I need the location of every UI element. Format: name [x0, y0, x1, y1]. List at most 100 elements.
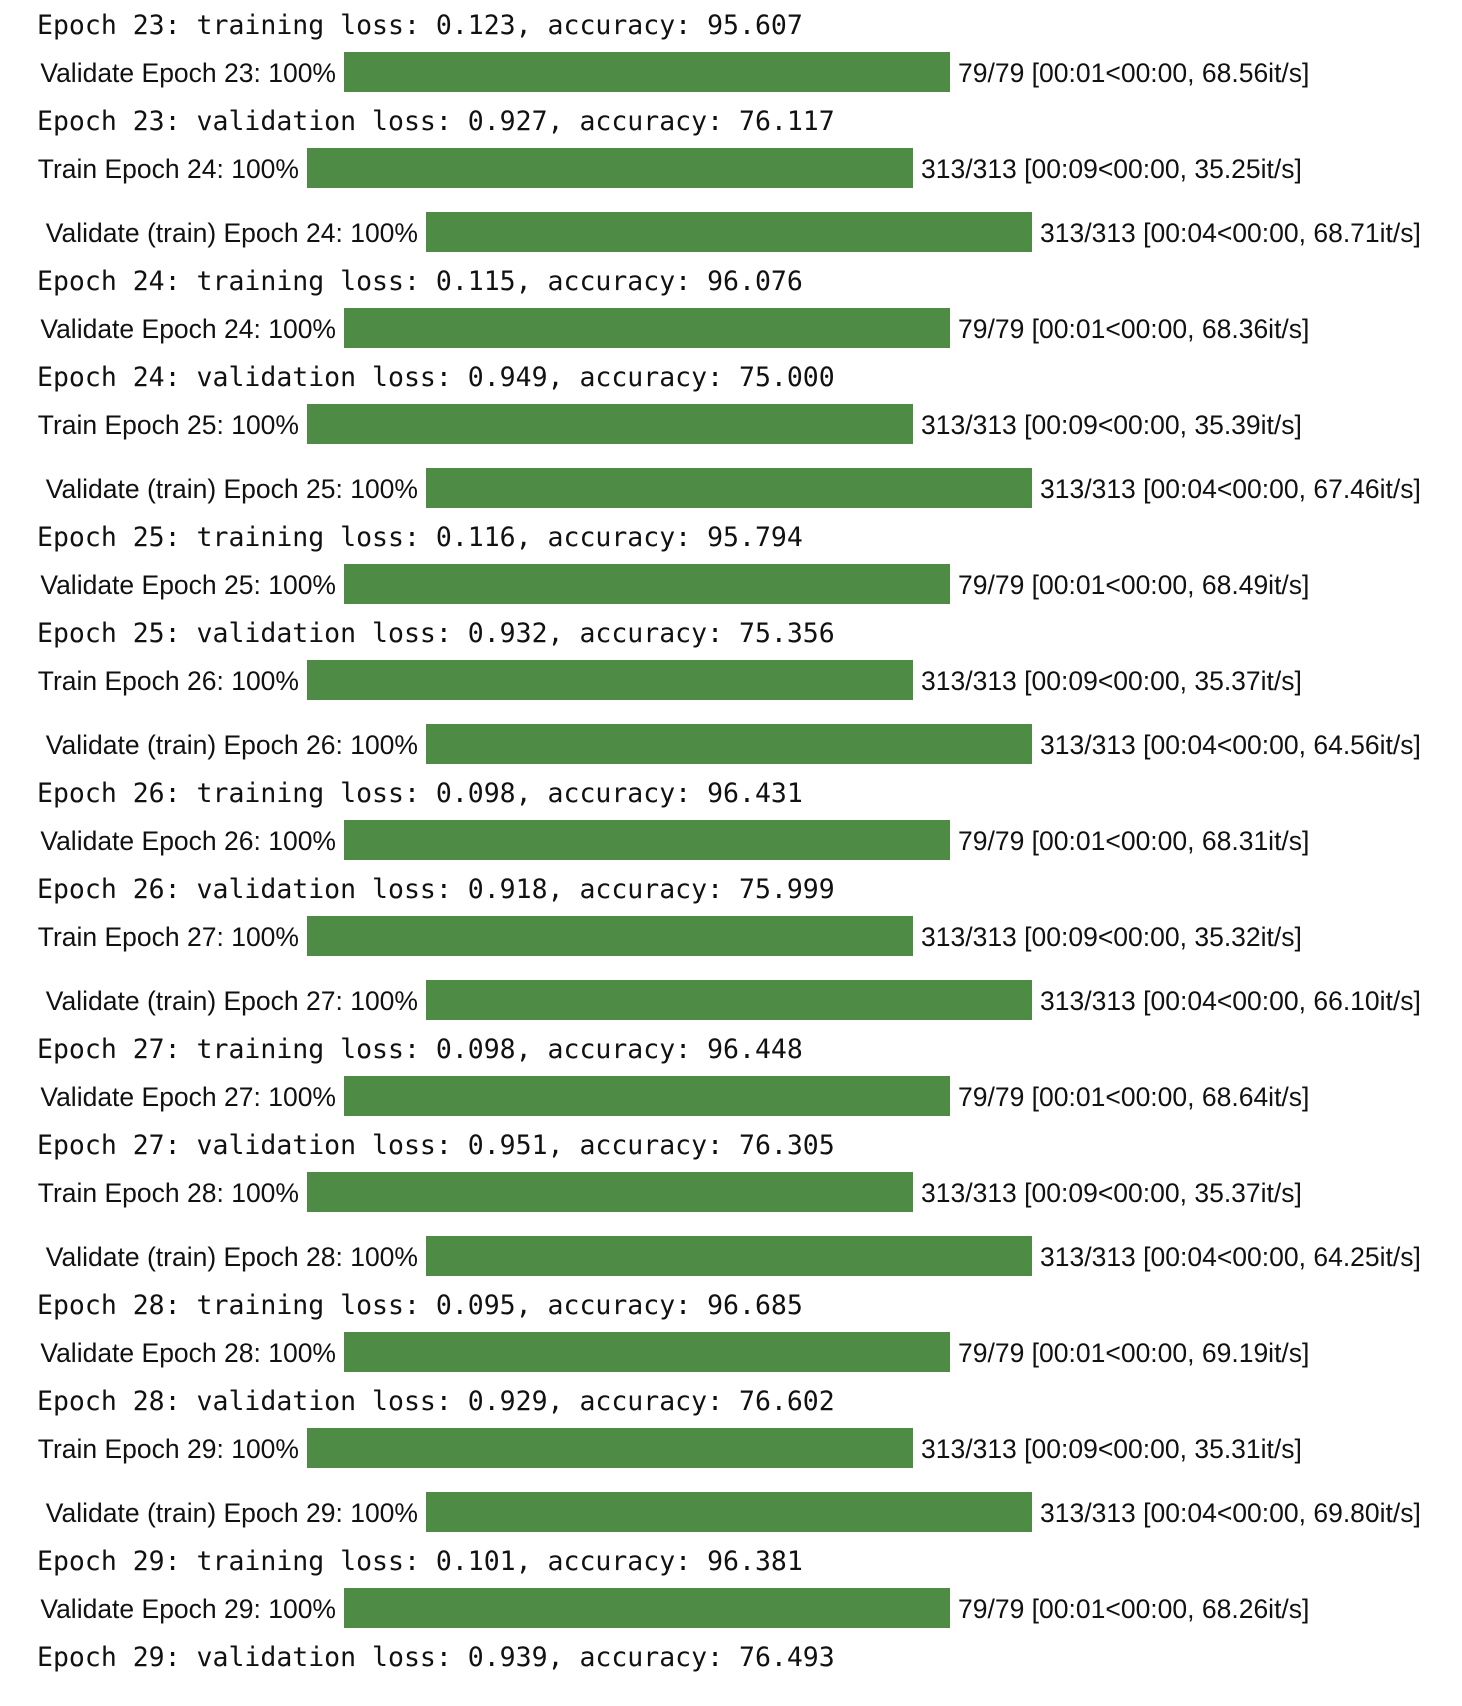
progress-row-val: Validate Epoch 24: 100% 79/79 [00:01<00:0…	[0, 306, 1462, 352]
progress-description: Validate Epoch 25: 100%	[40, 570, 336, 600]
epoch-summary-line: Epoch 23: validation loss: 0.927, accura…	[37, 106, 835, 137]
progress-bar-fill	[307, 660, 913, 700]
progress-bar-fill	[344, 820, 950, 860]
progress-bar	[344, 564, 950, 604]
progress-bar-fill	[344, 1076, 950, 1116]
progress-description: Train Epoch 25: 100%	[37, 410, 299, 440]
progress-description: Train Epoch 26: 100%	[37, 666, 299, 696]
progress-bar-fill	[426, 980, 1032, 1020]
progress-stats: 313/313 [00:04<00:00, 68.71it/s]	[1040, 218, 1421, 248]
progress-row-train: Train Epoch 27: 100% 313/313 [00:09<00:00…	[0, 914, 1462, 960]
epoch-summary-line: Epoch 26: training loss: 0.098, accuracy…	[37, 778, 803, 809]
progress-row-train: Train Epoch 25: 100% 313/313 [00:09<00:00…	[0, 402, 1462, 448]
progress-row-valtrain: Validate (train) Epoch 27: 100% 313/313 […	[0, 978, 1462, 1024]
epoch-summary-line: Epoch 23: training loss: 0.123, accuracy…	[37, 10, 803, 41]
progress-description: Validate Epoch 24: 100%	[40, 314, 336, 344]
progress-stats: 79/79 [00:01<00:00, 69.19it/s]	[958, 1338, 1310, 1368]
progress-stats: 313/313 [00:04<00:00, 69.80it/s]	[1040, 1498, 1421, 1528]
progress-stats: 313/313 [00:09<00:00, 35.32it/s]	[921, 922, 1302, 952]
progress-stats: 313/313 [00:09<00:00, 35.37it/s]	[921, 1178, 1302, 1208]
progress-bar-fill	[344, 1332, 950, 1372]
progress-bar	[426, 468, 1032, 508]
progress-description: Validate (train) Epoch 26: 100%	[45, 730, 418, 760]
progress-description: Validate Epoch 23: 100%	[40, 58, 336, 88]
progress-stats: 313/313 [00:04<00:00, 64.25it/s]	[1040, 1242, 1421, 1272]
progress-bar	[307, 1172, 913, 1212]
progress-bar	[344, 1588, 950, 1628]
progress-bar	[426, 1236, 1032, 1276]
epoch-summary-line: Epoch 27: validation loss: 0.951, accura…	[37, 1130, 835, 1161]
progress-row-val: Validate Epoch 28: 100% 79/79 [00:01<00:0…	[0, 1330, 1462, 1376]
progress-bar-fill	[344, 52, 950, 92]
progress-stats: 313/313 [00:04<00:00, 66.10it/s]	[1040, 986, 1421, 1016]
progress-description: Validate Epoch 26: 100%	[40, 826, 336, 856]
progress-description: Validate (train) Epoch 25: 100%	[45, 474, 418, 504]
progress-bar	[307, 660, 913, 700]
progress-row-valtrain: Validate (train) Epoch 25: 100% 313/313 […	[0, 466, 1462, 512]
progress-bar-fill	[307, 916, 913, 956]
epoch-summary-line: Epoch 28: validation loss: 0.929, accura…	[37, 1386, 835, 1417]
progress-bar-fill	[426, 468, 1032, 508]
progress-bar-fill	[307, 1428, 913, 1468]
progress-bar-fill	[426, 212, 1032, 252]
epoch-summary-line: Epoch 24: validation loss: 0.949, accura…	[37, 362, 835, 393]
progress-stats: 79/79 [00:01<00:00, 68.31it/s]	[958, 826, 1310, 856]
progress-bar-fill	[307, 1172, 913, 1212]
progress-bar	[307, 916, 913, 956]
epoch-summary-line: Epoch 26: validation loss: 0.918, accura…	[37, 874, 835, 905]
progress-stats: 79/79 [00:01<00:00, 68.56it/s]	[958, 58, 1310, 88]
progress-description: Validate (train) Epoch 24: 100%	[45, 218, 418, 248]
epoch-summary-line: Epoch 25: validation loss: 0.932, accura…	[37, 618, 835, 649]
progress-row-valtrain: Validate (train) Epoch 24: 100% 313/313 […	[0, 210, 1462, 256]
progress-stats: 313/313 [00:04<00:00, 67.46it/s]	[1040, 474, 1421, 504]
progress-bar-fill	[426, 724, 1032, 764]
progress-row-val: Validate Epoch 23: 100% 79/79 [00:01<00:0…	[0, 50, 1462, 96]
progress-bar	[307, 1428, 913, 1468]
progress-bar	[426, 724, 1032, 764]
progress-row-valtrain: Validate (train) Epoch 26: 100% 313/313 […	[0, 722, 1462, 768]
epoch-summary-line: Epoch 24: training loss: 0.115, accuracy…	[37, 266, 803, 297]
progress-bar	[344, 1332, 950, 1372]
progress-bar	[344, 1076, 950, 1116]
progress-row-train: Train Epoch 24: 100% 313/313 [00:09<00:00…	[0, 146, 1462, 192]
progress-row-val: Validate Epoch 26: 100% 79/79 [00:01<00:0…	[0, 818, 1462, 864]
progress-stats: 79/79 [00:01<00:00, 68.26it/s]	[958, 1594, 1310, 1624]
progress-bar	[307, 404, 913, 444]
progress-stats: 79/79 [00:01<00:00, 68.49it/s]	[958, 570, 1310, 600]
progress-description: Validate (train) Epoch 28: 100%	[45, 1242, 418, 1272]
progress-bar-fill	[426, 1236, 1032, 1276]
epoch-summary-line: Epoch 29: training loss: 0.101, accuracy…	[37, 1546, 803, 1577]
progress-stats: 313/313 [00:09<00:00, 35.37it/s]	[921, 666, 1302, 696]
progress-description: Validate Epoch 29: 100%	[40, 1594, 336, 1624]
progress-stats: 79/79 [00:01<00:00, 68.64it/s]	[958, 1082, 1310, 1112]
epoch-summary-line: Epoch 27: training loss: 0.098, accuracy…	[37, 1034, 803, 1065]
progress-description: Validate Epoch 28: 100%	[40, 1338, 336, 1368]
progress-bar	[344, 308, 950, 348]
epoch-summary-line: Epoch 25: training loss: 0.116, accuracy…	[37, 522, 803, 553]
progress-row-train: Train Epoch 29: 100% 313/313 [00:09<00:00…	[0, 1426, 1462, 1472]
progress-row-valtrain: Validate (train) Epoch 29: 100% 313/313 […	[0, 1490, 1462, 1536]
progress-row-train: Train Epoch 28: 100% 313/313 [00:09<00:00…	[0, 1170, 1462, 1216]
progress-row-val: Validate Epoch 29: 100% 79/79 [00:01<00:0…	[0, 1586, 1462, 1632]
progress-bar	[344, 820, 950, 860]
progress-description: Validate (train) Epoch 27: 100%	[45, 986, 418, 1016]
progress-stats: 79/79 [00:01<00:00, 68.36it/s]	[958, 314, 1310, 344]
epoch-summary-line: Epoch 29: validation loss: 0.939, accura…	[37, 1642, 835, 1673]
progress-stats: 313/313 [00:04<00:00, 64.56it/s]	[1040, 730, 1421, 760]
progress-stats: 313/313 [00:09<00:00, 35.31it/s]	[921, 1434, 1302, 1464]
progress-bar-fill	[344, 1588, 950, 1628]
progress-bar-fill	[426, 1492, 1032, 1532]
progress-bar	[426, 1492, 1032, 1532]
progress-bar	[426, 212, 1032, 252]
progress-stats: 313/313 [00:09<00:00, 35.39it/s]	[921, 410, 1302, 440]
progress-bar-fill	[307, 148, 913, 188]
progress-stats: 313/313 [00:09<00:00, 35.25it/s]	[921, 154, 1302, 184]
progress-row-valtrain: Validate (train) Epoch 28: 100% 313/313 […	[0, 1234, 1462, 1280]
progress-bar-fill	[307, 404, 913, 444]
progress-row-val: Validate Epoch 25: 100% 79/79 [00:01<00:0…	[0, 562, 1462, 608]
progress-description: Validate Epoch 27: 100%	[40, 1082, 336, 1112]
progress-description: Train Epoch 24: 100%	[37, 154, 299, 184]
progress-bar	[344, 52, 950, 92]
progress-description: Train Epoch 27: 100%	[37, 922, 299, 952]
